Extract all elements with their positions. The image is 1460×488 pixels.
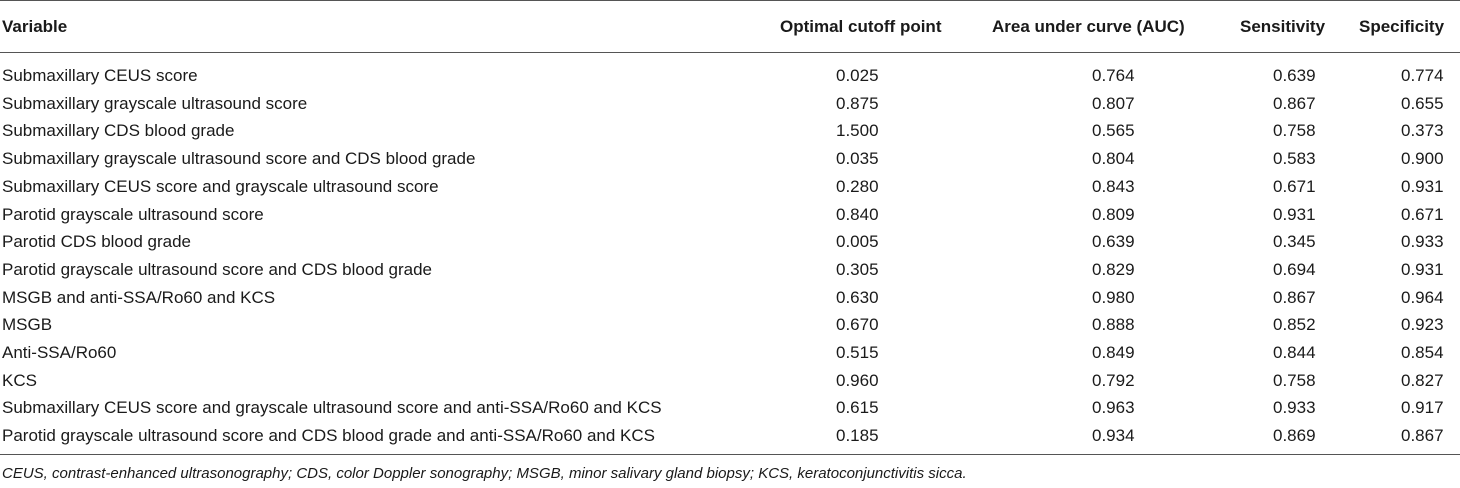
table-row: Submaxillary grayscale ultrasound score 0…	[0, 90, 1460, 118]
cell-sensitivity: 0.933	[1273, 398, 1316, 418]
cell-cutoff: 0.005	[836, 232, 879, 252]
header-sensitivity: Sensitivity	[1240, 17, 1326, 36]
table-row: Submaxillary CEUS score and grayscale ul…	[0, 173, 1460, 201]
cell-sensitivity: 0.583	[1273, 149, 1316, 169]
cell-cutoff: 1.500	[836, 121, 879, 141]
cell-cutoff: 0.960	[836, 370, 879, 390]
cell-specificity: 0.931	[1401, 259, 1444, 279]
cell-specificity: 0.900	[1401, 149, 1444, 169]
cell-specificity: 0.933	[1401, 232, 1444, 252]
cell-sensitivity: 0.671	[1273, 176, 1316, 196]
cell-specificity: 0.671	[1401, 204, 1444, 224]
table-row: Submaxillary CEUS score and grayscale ul…	[0, 394, 1460, 422]
table-row: Parotid grayscale ultrasound score and C…	[0, 256, 1460, 284]
table-row: Parotid grayscale ultrasound score 0.840 0…	[0, 201, 1460, 229]
cell-sensitivity: 0.867	[1273, 287, 1316, 307]
cell-auc: 0.888	[1092, 315, 1135, 335]
cell-variable: Submaxillary CEUS score and grayscale ul…	[2, 176, 439, 196]
table-row: MSGB 0.670 0.888 0.852 0.923	[0, 311, 1460, 339]
cell-cutoff: 0.670	[836, 315, 879, 335]
cell-sensitivity: 0.844	[1273, 343, 1316, 362]
cell-cutoff: 0.630	[836, 287, 879, 307]
cell-auc: 0.963	[1092, 398, 1135, 418]
cell-cutoff: 0.280	[836, 176, 879, 196]
cell-specificity: 0.917	[1401, 398, 1444, 418]
table-row: Parotid grayscale ultrasound score and C…	[0, 422, 1460, 450]
cell-specificity: 0.373	[1401, 121, 1444, 141]
cell-specificity: 0.964	[1401, 287, 1444, 307]
cell-variable: MSGB	[2, 315, 53, 335]
cell-specificity: 0.867	[1401, 426, 1444, 446]
cell-auc: 0.764	[1092, 66, 1135, 85]
cell-sensitivity: 0.758	[1273, 121, 1316, 141]
header-variable: Variable	[2, 17, 68, 36]
cell-auc: 0.807	[1092, 93, 1135, 113]
cell-cutoff: 0.615	[836, 398, 879, 418]
cell-sensitivity: 0.931	[1273, 204, 1316, 224]
cell-cutoff: 0.025	[836, 66, 879, 85]
cell-sensitivity: 0.869	[1273, 426, 1316, 446]
cell-variable: Submaxillary grayscale ultrasound score	[2, 93, 308, 113]
header-cutoff: Optimal cutoff point	[780, 17, 942, 36]
cell-variable: MSGB and anti-SSA/Ro60 and KCS	[2, 287, 276, 307]
cell-auc: 0.934	[1092, 426, 1135, 446]
cell-auc: 0.639	[1092, 232, 1135, 252]
cell-variable: KCS	[2, 370, 37, 390]
cell-cutoff: 0.305	[836, 259, 879, 279]
cell-variable: Parotid CDS blood grade	[2, 232, 192, 252]
table-row: MSGB and anti-SSA/Ro60 and KCS 0.630 0.980…	[0, 284, 1460, 312]
cell-auc: 0.980	[1092, 287, 1135, 307]
cell-cutoff: 0.515	[836, 343, 879, 362]
cell-variable: Parotid grayscale ultrasound score and C…	[2, 259, 432, 279]
cell-auc: 0.792	[1092, 370, 1135, 390]
cell-sensitivity: 0.345	[1273, 232, 1316, 252]
cell-sensitivity: 0.639	[1273, 66, 1316, 85]
cell-cutoff: 0.035	[836, 149, 879, 169]
cell-variable: Submaxillary CDS blood grade	[2, 121, 235, 141]
table-footnote: CEUS, contrast-enhanced ultrasonography;…	[2, 465, 967, 482]
table-row: Anti-SSA/Ro60 0.515 0.849 0.844 0.854	[0, 339, 1460, 367]
cell-specificity: 0.655	[1401, 93, 1444, 113]
cell-auc: 0.809	[1092, 204, 1135, 224]
table-row: Submaxillary CEUS score 0.025 0.764 0.639 0.…	[0, 62, 1460, 90]
table-row: KCS 0.960 0.792 0.758 0.827	[0, 367, 1460, 395]
cell-variable: Parotid grayscale ultrasound score and C…	[2, 426, 655, 446]
cell-auc: 0.843	[1092, 176, 1135, 196]
cell-sensitivity: 0.694	[1273, 259, 1316, 279]
cell-auc: 0.829	[1092, 259, 1135, 279]
cell-specificity: 0.923	[1401, 315, 1444, 335]
cell-auc: 0.849	[1092, 343, 1135, 362]
cell-variable: Anti-SSA/Ro60	[2, 343, 117, 362]
cell-sensitivity: 0.852	[1273, 315, 1316, 335]
cell-auc: 0.804	[1092, 149, 1135, 169]
cell-variable: Submaxillary grayscale ultrasound score …	[2, 149, 476, 169]
cell-cutoff: 0.185	[836, 426, 879, 446]
header-auc: Area under curve (AUC)	[992, 17, 1185, 36]
table-row: Submaxillary grayscale ultrasound score …	[0, 145, 1460, 173]
cell-specificity: 0.931	[1401, 176, 1444, 196]
table-header: Variable Optimal cutoff point Area under…	[0, 0, 1460, 53]
table-row: Parotid CDS blood grade 0.005 0.639 0.345 0.…	[0, 228, 1460, 256]
table-bottom-rule	[0, 454, 1460, 455]
cell-auc: 0.565	[1092, 121, 1135, 141]
header-specificity: Specificity	[1359, 17, 1445, 36]
cell-specificity: 0.774	[1401, 66, 1444, 85]
cell-cutoff: 0.875	[836, 93, 879, 113]
cell-cutoff: 0.840	[836, 204, 879, 224]
cell-variable: Parotid grayscale ultrasound score	[2, 204, 264, 224]
cell-variable: Submaxillary CEUS score	[2, 66, 198, 85]
table-row: Submaxillary CDS blood grade 1.500 0.565 0.…	[0, 117, 1460, 145]
cell-specificity: 0.854	[1401, 343, 1444, 362]
cell-specificity: 0.827	[1401, 370, 1444, 390]
cell-sensitivity: 0.758	[1273, 370, 1316, 390]
cell-sensitivity: 0.867	[1273, 93, 1316, 113]
cell-variable: Submaxillary CEUS score and grayscale ul…	[2, 398, 662, 418]
